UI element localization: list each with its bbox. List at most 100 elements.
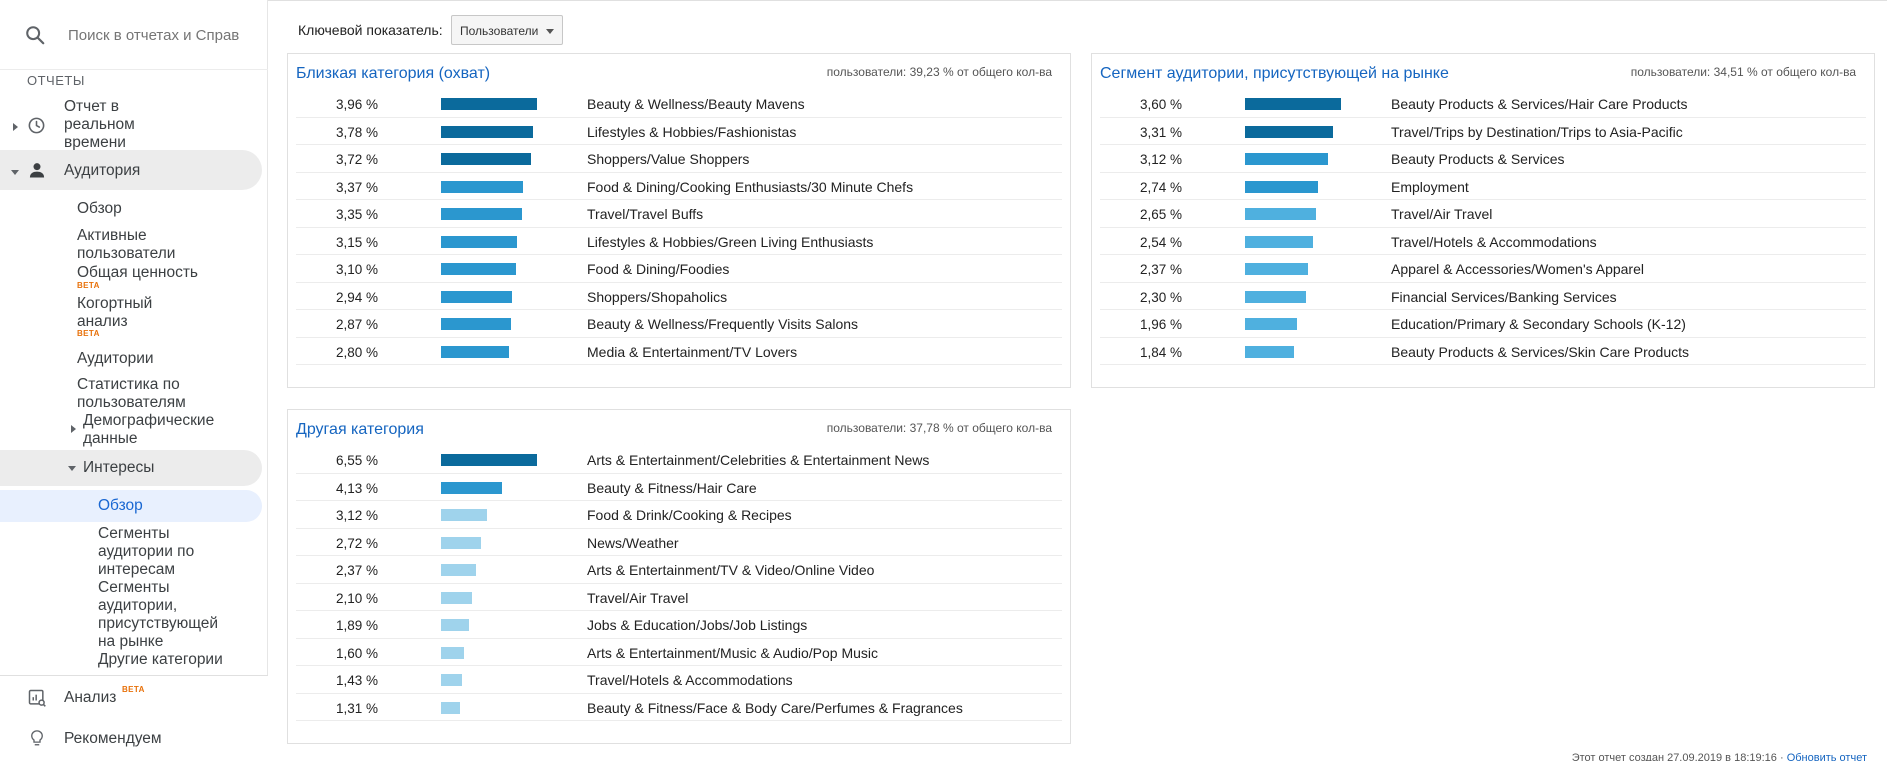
table-row[interactable]: 3,96 % Beauty & Wellness/Beauty Mavens (296, 90, 1062, 118)
row-category-link[interactable]: Arts & Entertainment/Celebrities & Enter… (587, 452, 930, 468)
table-row[interactable]: 3,12 % Food & Drink/Cooking & Recipes (296, 501, 1062, 529)
row-category-link[interactable]: Lifestyles & Hobbies/Fashionistas (587, 123, 797, 140)
nav-affinity-categories[interactable]: Сегменты аудитории по интересам (98, 525, 195, 578)
nav-interests-row[interactable] (0, 450, 262, 486)
row-category-link[interactable]: Travel/Hotels & Accommodations (1391, 233, 1597, 250)
row-percentage: 6,55 % (336, 453, 379, 468)
nav-list: ОТЧЕТЫ Отчет в реальном времени Аудитори… (0, 70, 268, 675)
table-row[interactable]: 4,13 % Beauty & Fitness/Hair Care (296, 474, 1062, 501)
nav-active-users[interactable]: Активные пользователи (77, 227, 176, 262)
row-category-link[interactable]: Jobs & Education/Jobs/Job Listings (587, 617, 808, 633)
table-row[interactable]: 2,37 % Apparel & Accessories/Women's Appa… (1100, 255, 1866, 283)
search-icon[interactable] (24, 24, 46, 46)
row-percentage: 3,72 % (336, 152, 379, 167)
row-category-link[interactable]: Apparel & Accessories/Women's Apparel (1391, 261, 1644, 277)
row-share-bar (1245, 290, 1306, 303)
search-input[interactable] (68, 24, 240, 46)
table-row[interactable]: 1,96 % Education/Primary & Secondary Scho… (1100, 310, 1866, 338)
table-row[interactable]: 1,31 % Beauty & Fitness/Face & Body Care/… (296, 694, 1062, 721)
table-row[interactable]: 1,60 % Arts & Entertainment/Music & Audio… (296, 639, 1062, 666)
table-row[interactable]: 3,78 % Lifestyles & Hobbies/Fashionistas (296, 118, 1062, 145)
table-row[interactable]: 2,74 % Employment (1100, 173, 1866, 200)
expand-demographics-caret-icon[interactable] (71, 425, 76, 433)
in-market-panel-title[interactable]: Сегмент аудитории, присутствующей на рын… (1100, 65, 1449, 82)
lightbulb-icon (31, 730, 43, 746)
beta-badge: BETA (122, 685, 145, 694)
row-percentage: 1,43 % (336, 673, 379, 688)
nav-audience[interactable]: Аудитория (64, 162, 141, 179)
refresh-report-link[interactable]: Обновить отчет (1786, 752, 1867, 761)
table-row[interactable]: 2,54 % Travel/Hotels & Accommodations (1100, 228, 1866, 255)
table-row[interactable]: 3,35 % Travel/Travel Buffs (296, 200, 1062, 228)
row-category-link[interactable]: Beauty Products & Services/Hair Care Pro… (1391, 96, 1688, 112)
row-category-link[interactable]: Financial Services/Banking Services (1391, 288, 1617, 305)
row-category-link[interactable]: Beauty & Fitness/Face & Body Care/Perfum… (587, 699, 963, 716)
table-row[interactable]: 1,43 % Travel/Hotels & Accommodations (296, 666, 1062, 694)
row-category-link[interactable]: Beauty & Wellness/Beauty Mavens (587, 96, 805, 112)
table-row[interactable]: 1,89 % Jobs & Education/Jobs/Job Listings (296, 611, 1062, 639)
table-row[interactable]: 3,15 % Lifestyles & Hobbies/Green Living … (296, 228, 1062, 255)
row-share-bar (1245, 235, 1313, 248)
table-row[interactable]: 2,72 % News/Weather (296, 529, 1062, 556)
beta-badge: BETA (77, 329, 100, 338)
nav-interests-overview-row[interactable] (0, 490, 262, 522)
nav-audience-overview[interactable]: Обзор (77, 200, 122, 217)
row-category-link[interactable]: Beauty Products & Services (1391, 151, 1565, 167)
row-category-link[interactable]: Beauty Products & Services/Skin Care Pro… (1391, 343, 1690, 360)
nav-cohort-analysis[interactable]: Когортный анализ (77, 295, 153, 330)
expand-realtime-caret-icon[interactable] (13, 123, 18, 131)
affinity-panel-title[interactable]: Близкая категория (охват) (296, 65, 491, 82)
row-category-link[interactable]: Travel/Travel Buffs (587, 206, 704, 222)
row-category-link[interactable]: Beauty & Fitness/Hair Care (587, 479, 757, 496)
row-category-link[interactable]: Food & Drink/Cooking & Recipes (587, 507, 792, 523)
row-category-link[interactable]: Arts & Entertainment/TV & Video/Online V… (587, 562, 875, 578)
key-metric-select[interactable]: Пользователи (451, 15, 563, 45)
other-panel-title[interactable]: Другая категория (296, 421, 424, 438)
row-category-link[interactable]: Beauty & Wellness/Frequently Visits Salo… (587, 316, 859, 332)
table-row[interactable]: 6,55 % Arts & Entertainment/Celebrities &… (296, 446, 1062, 474)
row-category-link[interactable]: Employment (1391, 178, 1469, 195)
collapse-interests-caret-icon[interactable] (68, 466, 76, 471)
row-category-link[interactable]: Travel/Trips by Destination/Trips to Asi… (1391, 123, 1683, 140)
table-row[interactable]: 3,12 % Beauty Products & Services (1100, 145, 1866, 173)
collapse-audience-caret-icon[interactable] (11, 170, 19, 175)
row-category-link[interactable]: Travel/Hotels & Accommodations (587, 672, 793, 688)
row-share-bar (1245, 98, 1341, 110)
nav-demographics[interactable]: Демографические данные (83, 412, 215, 447)
table-row[interactable]: 2,10 % Travel/Air Travel (296, 584, 1062, 611)
table-row[interactable]: 3,10 % Food & Dining/Foodies (296, 255, 1062, 283)
nav-in-market-segments[interactable]: Сегменты аудитории, присутствующей на ры… (98, 579, 219, 650)
table-row[interactable]: 2,94 % Shoppers/Shopaholics (296, 283, 1062, 310)
row-category-link[interactable]: Food & Dining/Cooking Enthusiasts/30 Min… (587, 178, 914, 195)
nav-realtime[interactable]: Отчет в реальном времени (64, 98, 135, 151)
row-category-link[interactable]: Lifestyles & Hobbies/Green Living Enthus… (587, 233, 874, 250)
table-row[interactable]: 3,72 % Shoppers/Value Shoppers (296, 145, 1062, 173)
nav-user-explorer[interactable]: Статистика по пользователям (77, 376, 186, 411)
table-row[interactable]: 2,80 % Media & Entertainment/TV Lovers (296, 338, 1062, 365)
row-category-link[interactable]: Media & Entertainment/TV Lovers (587, 343, 798, 360)
table-row[interactable]: 1,84 % Beauty Products & Services/Skin Ca… (1100, 338, 1866, 365)
row-category-link[interactable]: Arts & Entertainment/Music & Audio/Pop M… (587, 644, 879, 661)
nav-interests-overview[interactable]: Обзор (98, 497, 143, 514)
nav-interests[interactable]: Интересы (83, 459, 155, 476)
row-category-link[interactable]: Food & Dining/Foodies (587, 261, 730, 277)
table-row[interactable]: 2,37 % Arts & Entertainment/TV & Video/On… (296, 556, 1062, 584)
table-row[interactable]: 2,65 % Travel/Air Travel (1100, 200, 1866, 228)
row-category-link[interactable]: Shoppers/Shopaholics (587, 288, 728, 305)
nav-recommendations[interactable]: Рекомендуем (64, 730, 162, 747)
table-row[interactable]: 3,60 % Beauty Products & Services/Hair Ca… (1100, 90, 1866, 118)
table-row[interactable]: 3,37 % Food & Dining/Cooking Enthusiasts/… (296, 173, 1062, 200)
row-category-link[interactable]: Travel/Air Travel (587, 589, 689, 606)
row-category-link[interactable]: Shoppers/Value Shoppers (587, 151, 750, 167)
nav-other-categories[interactable]: Другие категории (98, 651, 223, 668)
nav-lifetime-value[interactable]: Общая ценность (77, 264, 198, 281)
row-category-link[interactable]: Education/Primary & Secondary Schools (K… (1391, 316, 1686, 332)
row-category-link[interactable]: Travel/Air Travel (1391, 206, 1493, 222)
nav-audiences[interactable]: Аудитории (77, 350, 154, 367)
table-row[interactable]: 3,31 % Travel/Trips by Destination/Trips … (1100, 118, 1866, 145)
nav-audience-row[interactable] (0, 150, 262, 190)
table-row[interactable]: 2,87 % Beauty & Wellness/Frequently Visit… (296, 310, 1062, 338)
row-category-link[interactable]: News/Weather (587, 534, 679, 551)
nav-analysis[interactable]: Анализ (64, 689, 117, 706)
table-row[interactable]: 2,30 % Financial Services/Banking Service… (1100, 283, 1866, 310)
